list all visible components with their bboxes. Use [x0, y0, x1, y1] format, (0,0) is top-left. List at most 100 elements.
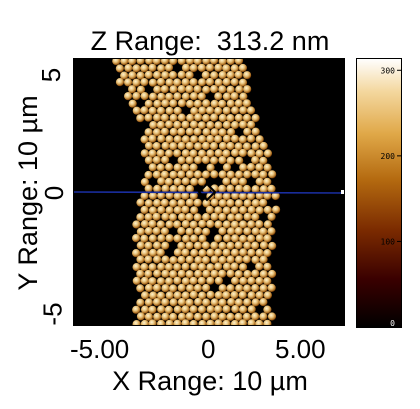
particle	[238, 319, 247, 326]
particle	[205, 106, 215, 115]
particle	[201, 170, 211, 179]
particle	[263, 262, 272, 271]
particle	[230, 177, 240, 186]
particle	[222, 262, 232, 271]
particle	[234, 227, 243, 236]
particle	[140, 220, 149, 229]
particle	[218, 184, 227, 193]
profile-line[interactable]	[73, 191, 345, 194]
particle	[210, 212, 219, 221]
particle	[136, 114, 145, 123]
particle	[165, 78, 174, 87]
particle	[153, 312, 162, 321]
particle	[140, 248, 150, 257]
particle	[173, 192, 182, 201]
particle	[226, 156, 235, 165]
x-tick-middle: 0	[201, 334, 216, 364]
particle	[173, 206, 182, 215]
particle	[161, 284, 170, 293]
particle	[185, 198, 194, 207]
particle	[169, 185, 178, 194]
particle	[259, 255, 268, 264]
particle	[160, 198, 169, 207]
particle	[181, 163, 190, 172]
particle	[206, 149, 215, 158]
particle	[152, 142, 161, 151]
particle	[206, 305, 215, 314]
particle	[201, 141, 211, 150]
particle	[136, 269, 145, 278]
particle	[206, 263, 215, 272]
particle	[173, 78, 182, 87]
particle	[226, 184, 235, 193]
particle	[144, 241, 153, 250]
particle	[251, 142, 260, 151]
particle	[222, 291, 231, 300]
particle	[255, 149, 264, 158]
particle	[181, 220, 190, 229]
particle	[218, 241, 227, 250]
particle	[148, 106, 157, 115]
y-tick-middle: 0	[39, 185, 70, 201]
particle	[193, 170, 203, 179]
particle	[148, 149, 157, 158]
cursor-diamond-icon[interactable]	[197, 182, 217, 202]
particle	[222, 248, 231, 257]
particle	[156, 120, 165, 130]
particle	[198, 263, 207, 272]
particle	[247, 205, 256, 215]
particle	[263, 177, 272, 186]
particle	[169, 256, 178, 265]
particle	[157, 234, 166, 243]
particle	[152, 298, 162, 307]
particle	[259, 170, 268, 179]
particle	[226, 114, 235, 123]
particle	[231, 106, 240, 115]
particle	[202, 58, 211, 65]
particle	[177, 156, 186, 165]
profile-end-marker[interactable]	[341, 190, 345, 194]
particle	[206, 319, 215, 326]
particle	[268, 269, 277, 279]
particle	[177, 184, 186, 194]
particle	[210, 255, 219, 264]
particle	[235, 255, 244, 264]
particle	[189, 92, 199, 101]
particle	[132, 92, 141, 101]
particle	[132, 78, 141, 87]
particle	[144, 312, 153, 321]
x-tick-right: 5.00	[275, 334, 326, 364]
particle	[222, 177, 231, 186]
particle	[210, 198, 219, 207]
particle	[251, 114, 260, 123]
particle	[214, 149, 223, 158]
particle	[214, 92, 223, 101]
particle	[185, 255, 194, 264]
particle	[206, 219, 215, 229]
particle	[218, 227, 227, 236]
particle	[242, 113, 252, 123]
afm-height-image[interactable]	[73, 58, 345, 326]
particle	[190, 107, 199, 116]
particle	[263, 234, 272, 243]
particle	[186, 284, 195, 293]
particle	[218, 199, 227, 208]
particle	[247, 134, 256, 143]
particle	[206, 248, 215, 257]
particle	[194, 297, 203, 307]
z-range-title: Z Range: 313.2 nm	[90, 26, 330, 56]
particle	[149, 121, 158, 130]
particle	[128, 58, 137, 66]
particle	[227, 128, 236, 137]
particle	[223, 234, 232, 243]
particle	[263, 220, 272, 229]
particle	[246, 192, 256, 201]
particle	[235, 156, 244, 165]
particle	[231, 305, 240, 314]
particle	[132, 64, 141, 73]
particle	[136, 198, 145, 207]
particle	[263, 205, 272, 215]
particle	[238, 148, 247, 158]
particle	[193, 213, 202, 222]
particle	[181, 205, 190, 214]
